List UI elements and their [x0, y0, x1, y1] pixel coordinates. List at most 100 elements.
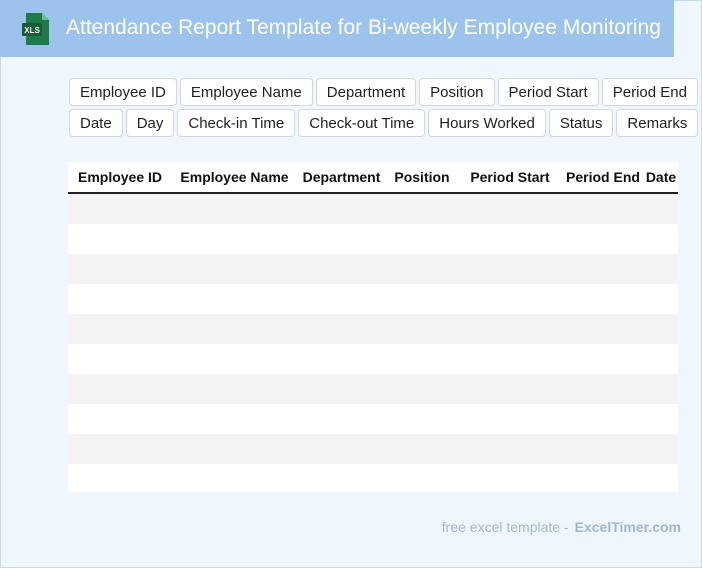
- table-cell[interactable]: [562, 254, 644, 284]
- table-cell[interactable]: [386, 404, 458, 434]
- table-cell[interactable]: [297, 284, 386, 314]
- table-cell[interactable]: [386, 224, 458, 254]
- footer-prefix: free excel template -: [441, 519, 569, 535]
- table-cell[interactable]: [68, 374, 172, 404]
- table-cell[interactable]: [386, 374, 458, 404]
- field-chip[interactable]: Day: [125, 109, 175, 137]
- table-cell[interactable]: [386, 254, 458, 284]
- table-cell[interactable]: [562, 314, 644, 344]
- table-cell[interactable]: [644, 254, 678, 284]
- table-row: [68, 284, 678, 314]
- table-cell[interactable]: [172, 193, 297, 224]
- table-cell[interactable]: [644, 374, 678, 404]
- table-cell[interactable]: [297, 374, 386, 404]
- table-cell[interactable]: [297, 464, 386, 492]
- table-cell[interactable]: [172, 374, 297, 404]
- table-cell[interactable]: [458, 224, 562, 254]
- table-cell[interactable]: [562, 434, 644, 464]
- table-cell[interactable]: [297, 193, 386, 224]
- table-cell[interactable]: [458, 314, 562, 344]
- field-chip[interactable]: Status: [548, 109, 614, 137]
- table-cell[interactable]: [562, 374, 644, 404]
- table-cell[interactable]: [458, 374, 562, 404]
- table-cell[interactable]: [297, 314, 386, 344]
- table-row: [68, 314, 678, 344]
- table-cell[interactable]: [172, 404, 297, 434]
- table-cell[interactable]: [172, 314, 297, 344]
- table-cell[interactable]: [562, 404, 644, 434]
- table-cell[interactable]: [386, 193, 458, 224]
- table-cell[interactable]: [68, 404, 172, 434]
- column-header: Employee ID: [68, 162, 172, 194]
- field-chip[interactable]: Check-in Time: [177, 109, 296, 137]
- table-cell[interactable]: [458, 464, 562, 492]
- table-cell[interactable]: [68, 314, 172, 344]
- table-cell[interactable]: [644, 314, 678, 344]
- table-cell[interactable]: [297, 344, 386, 374]
- table-cell[interactable]: [172, 464, 297, 492]
- table-cell[interactable]: [386, 344, 458, 374]
- table-cell[interactable]: [297, 434, 386, 464]
- column-header: Period Start: [458, 162, 562, 194]
- column-header: Employee Name: [172, 162, 297, 194]
- field-chip[interactable]: Period End: [601, 78, 698, 106]
- table-cell[interactable]: [172, 284, 297, 314]
- chip-row: Date Day Check-in Time Check-out Time Hours …: [69, 109, 699, 137]
- page-title: Attendance Report Template for Bi-weekly…: [66, 16, 661, 39]
- table-cell[interactable]: [644, 224, 678, 254]
- field-chip[interactable]: Position: [419, 78, 495, 106]
- table-cell[interactable]: [562, 224, 644, 254]
- table-cell[interactable]: [386, 284, 458, 314]
- table-header-row: Employee ID Employee Name Department Positi…: [68, 162, 678, 194]
- table-cell[interactable]: [562, 464, 644, 492]
- table-cell[interactable]: [68, 464, 172, 492]
- field-chip[interactable]: Period Start: [497, 78, 599, 106]
- table-cell[interactable]: [68, 224, 172, 254]
- table-cell[interactable]: [644, 284, 678, 314]
- field-chip[interactable]: Employee Name: [179, 78, 313, 106]
- table-cell[interactable]: [297, 254, 386, 284]
- xls-file-icon: XLS: [22, 13, 49, 45]
- table-cell[interactable]: [68, 434, 172, 464]
- table-cell[interactable]: [458, 344, 562, 374]
- table-cell[interactable]: [297, 224, 386, 254]
- table-cell[interactable]: [644, 344, 678, 374]
- table-row: [68, 254, 678, 284]
- table-cell[interactable]: [562, 344, 644, 374]
- table-cell[interactable]: [562, 193, 644, 224]
- table-cell[interactable]: [458, 404, 562, 434]
- table-cell[interactable]: [458, 254, 562, 284]
- table-cell[interactable]: [68, 254, 172, 284]
- table-row: [68, 464, 678, 492]
- table-cell[interactable]: [172, 434, 297, 464]
- footer-brand-link[interactable]: ExcelTimer.com: [574, 519, 681, 535]
- table-cell[interactable]: [172, 254, 297, 284]
- table-cell[interactable]: [644, 434, 678, 464]
- table-cell[interactable]: [68, 193, 172, 224]
- field-chip[interactable]: Remarks: [616, 109, 699, 137]
- table-row: [68, 193, 678, 224]
- table-cell[interactable]: [458, 284, 562, 314]
- field-chip[interactable]: Hours Worked: [428, 109, 546, 137]
- table-cell[interactable]: [172, 344, 297, 374]
- field-chip[interactable]: Check-out Time: [298, 109, 426, 137]
- table-cell[interactable]: [68, 284, 172, 314]
- field-chip[interactable]: Department: [315, 78, 417, 106]
- field-chips: Employee ID Employee Name Department Positi…: [69, 78, 699, 140]
- table-cell[interactable]: [458, 434, 562, 464]
- table-cell[interactable]: [644, 404, 678, 434]
- table-row: [68, 344, 678, 374]
- table-cell[interactable]: [562, 284, 644, 314]
- table-cell[interactable]: [644, 464, 678, 492]
- table-cell[interactable]: [386, 434, 458, 464]
- table-cell[interactable]: [172, 224, 297, 254]
- field-chip[interactable]: Date: [69, 109, 123, 137]
- table-cell[interactable]: [458, 193, 562, 224]
- table-cell[interactable]: [386, 464, 458, 492]
- table-cell[interactable]: [386, 314, 458, 344]
- table-cell[interactable]: [68, 344, 172, 374]
- table-row: [68, 374, 678, 404]
- field-chip[interactable]: Employee ID: [69, 78, 177, 106]
- table-cell[interactable]: [297, 404, 386, 434]
- table-cell[interactable]: [644, 193, 678, 224]
